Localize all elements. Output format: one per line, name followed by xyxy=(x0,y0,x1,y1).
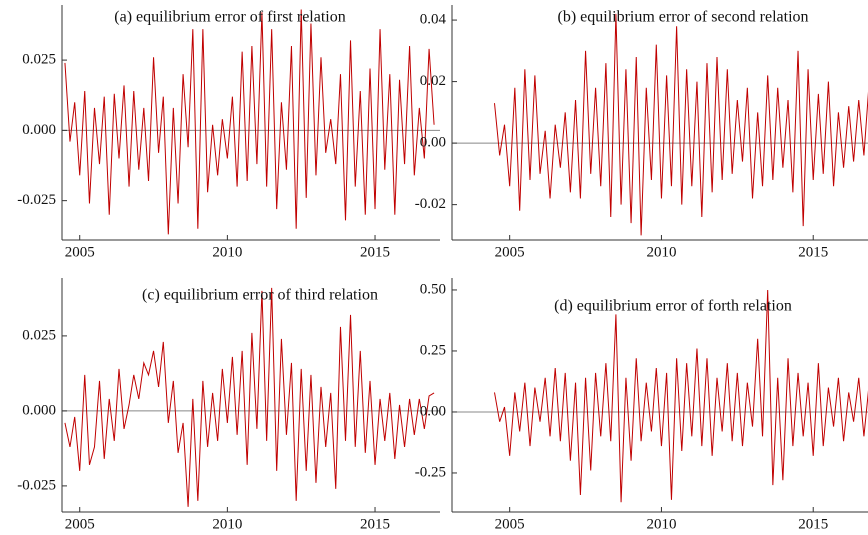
series-line xyxy=(64,9,435,235)
x-tick-label: 2005 xyxy=(65,516,95,532)
y-tick-label: -0.02 xyxy=(415,196,446,212)
x-tick-label: 2010 xyxy=(212,244,242,260)
panel: -0.02 0.00 0.02 0.04 2005 2010 2015 (b) equilib… xyxy=(415,5,868,260)
x-tick-label: 2005 xyxy=(65,244,95,260)
x-tick-label: 2015 xyxy=(360,516,390,532)
x-tick-label: 2015 xyxy=(360,244,390,260)
x-tick-label: 2010 xyxy=(646,516,676,532)
y-tick-label: 0.04 xyxy=(420,12,447,28)
series-line xyxy=(494,13,868,236)
x-tick-label: 2015 xyxy=(798,516,828,532)
y-tick-label: -0.025 xyxy=(17,477,56,493)
x-tick-label: 2015 xyxy=(798,244,828,260)
panel-title: (b) equilibrium error of second relation xyxy=(557,9,808,26)
x-tick-label: 2005 xyxy=(495,244,525,260)
y-tick-label: 0.00 xyxy=(420,403,446,419)
panel-title: (c) equilibrium error of third relation xyxy=(142,287,378,304)
y-tick-label: 0.025 xyxy=(22,327,56,343)
y-tick-label: 0.000 xyxy=(22,402,56,418)
panel-title: (a) equilibrium error of first relation xyxy=(114,9,345,26)
y-tick-label: -0.25 xyxy=(415,464,446,480)
panel: -0.025 0.000 0.025 2005 2010 2015 (c) equilibr… xyxy=(17,278,440,532)
panel-title: (d) equilibrium error of forth relation xyxy=(554,298,792,315)
panel: -0.025 0.000 0.025 2005 2010 2015 (a) equilibr… xyxy=(17,5,440,260)
x-tick-label: 2010 xyxy=(646,244,676,260)
series-line xyxy=(64,287,435,507)
y-tick-label: 0.50 xyxy=(420,281,446,297)
y-tick-label: -0.025 xyxy=(17,192,56,208)
y-tick-label: 0.025 xyxy=(22,52,56,68)
y-tick-label: 0.00 xyxy=(420,135,446,151)
series-line xyxy=(494,289,868,503)
x-tick-label: 2010 xyxy=(212,516,242,532)
y-tick-label: 0.02 xyxy=(420,73,446,89)
x-tick-label: 2005 xyxy=(495,516,525,532)
y-tick-label: 0.000 xyxy=(22,122,56,138)
y-tick-label: 0.25 xyxy=(420,342,446,358)
panel: -0.25 0.00 0.25 0.50 2005 2010 2015 (d) equilib… xyxy=(415,278,868,532)
